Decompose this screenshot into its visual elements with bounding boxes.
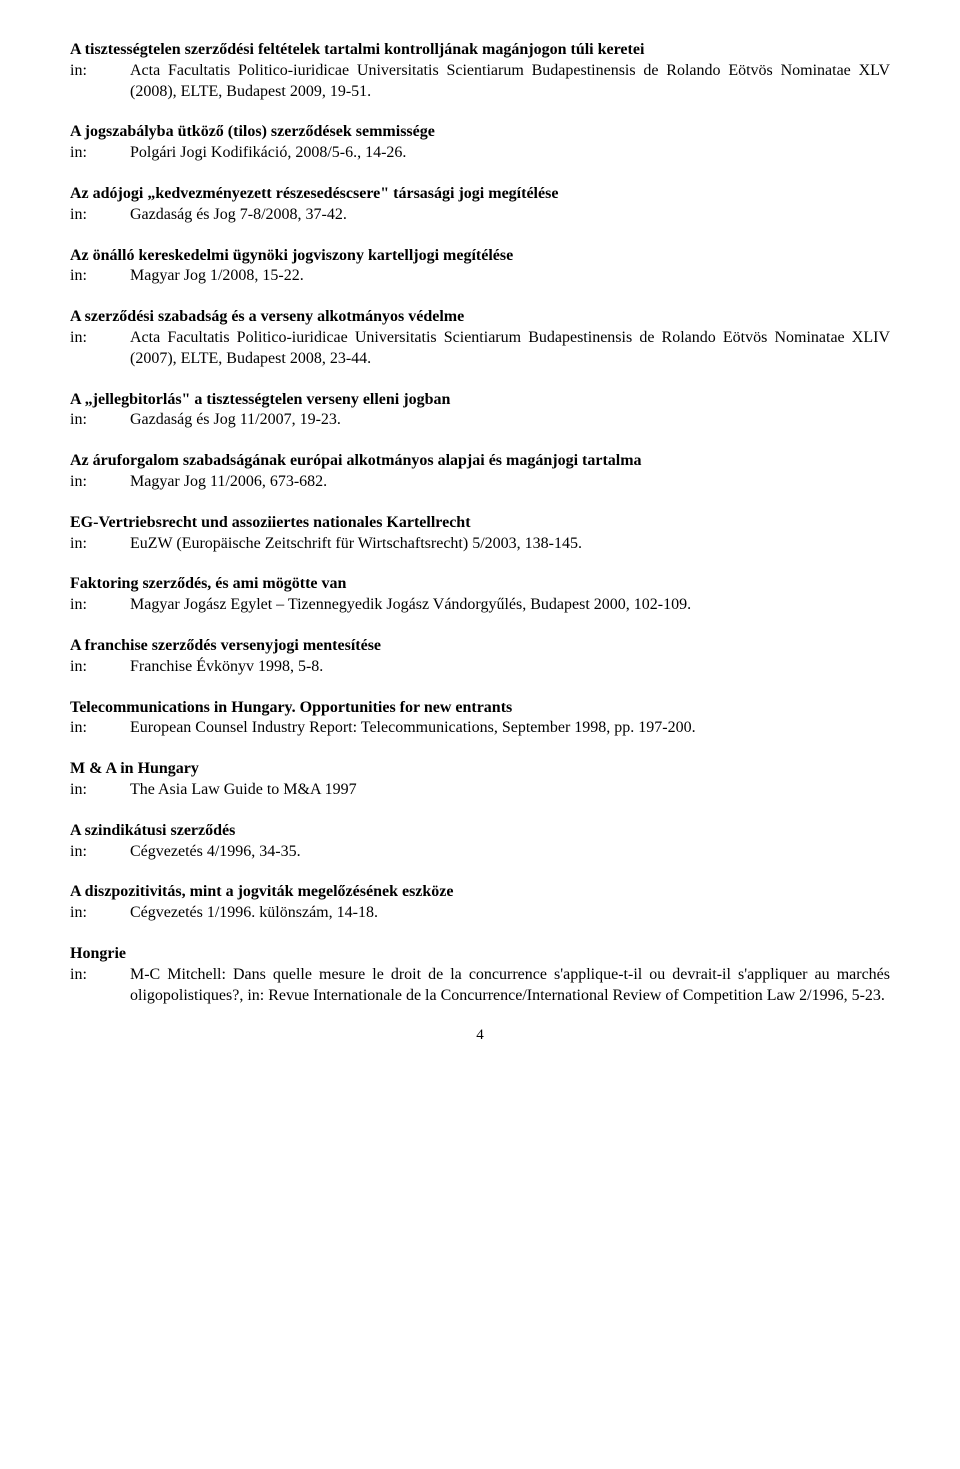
publication-title: Hongrie [70, 944, 890, 965]
in-label: in: [70, 143, 130, 164]
publication-source-row: in:Cégvezetés 4/1996, 34-35. [70, 842, 890, 863]
publication-title: A diszpozitivitás, mint a jogviták megel… [70, 882, 890, 903]
publication-source-text: Magyar Jogász Egylet – Tizennegyedik Jog… [130, 595, 890, 616]
publication-title: Az önálló kereskedelmi ügynöki jogviszon… [70, 246, 890, 267]
publication-entry: Az áruforgalom szabadságának európai alk… [70, 451, 890, 493]
in-label: in: [70, 472, 130, 493]
publication-source-row: in:European Counsel Industry Report: Tel… [70, 718, 890, 739]
publication-entry: Az önálló kereskedelmi ügynöki jogviszon… [70, 246, 890, 288]
in-label: in: [70, 780, 130, 801]
publication-source-text: Cégvezetés 4/1996, 34-35. [130, 842, 890, 863]
publication-source-row: in:Cégvezetés 1/1996. különszám, 14-18. [70, 903, 890, 924]
publication-title: A jogszabályba ütköző (tilos) szerződése… [70, 122, 890, 143]
publication-source-row: in:M-C Mitchell: Dans quelle mesure le d… [70, 965, 890, 1007]
publication-title: Faktoring szerződés, és ami mögötte van [70, 574, 890, 595]
publication-source-text: The Asia Law Guide to M&A 1997 [130, 780, 890, 801]
publication-source-row: in:Acta Facultatis Politico-iuridicae Un… [70, 328, 890, 370]
publication-source-row: in:The Asia Law Guide to M&A 1997 [70, 780, 890, 801]
publication-title: A tisztességtelen szerződési feltételek … [70, 40, 890, 61]
publication-source-row: in:Gazdaság és Jog 11/2007, 19-23. [70, 410, 890, 431]
publication-source-row: in:Franchise Évkönyv 1998, 5-8. [70, 657, 890, 678]
publication-entry: EG-Vertriebsrecht und assoziiertes natio… [70, 513, 890, 555]
publication-entry: A szindikátusi szerződésin:Cégvezetés 4/… [70, 821, 890, 863]
publication-entry: A „jellegbitorlás" a tisztességtelen ver… [70, 390, 890, 432]
in-label: in: [70, 534, 130, 555]
publication-source-row: in:Magyar Jog 1/2008, 15-22. [70, 266, 890, 287]
publication-title: A „jellegbitorlás" a tisztességtelen ver… [70, 390, 890, 411]
publication-source-text: Gazdaság és Jog 11/2007, 19-23. [130, 410, 890, 431]
publication-entry: A jogszabályba ütköző (tilos) szerződése… [70, 122, 890, 164]
publication-source-text: Magyar Jog 1/2008, 15-22. [130, 266, 890, 287]
publication-source-text: European Counsel Industry Report: Teleco… [130, 718, 890, 739]
publication-entry: M & A in Hungaryin:The Asia Law Guide to… [70, 759, 890, 801]
publication-source-text: Cégvezetés 1/1996. különszám, 14-18. [130, 903, 890, 924]
in-label: in: [70, 965, 130, 1007]
page-number: 4 [70, 1026, 890, 1046]
publication-entry: Faktoring szerződés, és ami mögötte vani… [70, 574, 890, 616]
publication-entry: A franchise szerződés versenyjogi mentes… [70, 636, 890, 678]
publication-title: EG-Vertriebsrecht und assoziiertes natio… [70, 513, 890, 534]
publications-list: A tisztességtelen szerződési feltételek … [70, 40, 890, 1006]
publication-title: M & A in Hungary [70, 759, 890, 780]
publication-source-row: in:Magyar Jog 11/2006, 673-682. [70, 472, 890, 493]
publication-source-text: Acta Facultatis Politico-iuridicae Unive… [130, 61, 890, 103]
in-label: in: [70, 595, 130, 616]
in-label: in: [70, 903, 130, 924]
publication-source-row: in:EuZW (Europäische Zeitschrift für Wir… [70, 534, 890, 555]
publication-entry: A tisztességtelen szerződési feltételek … [70, 40, 890, 102]
publication-entry: Az adójogi „kedvezményezett részesedéscs… [70, 184, 890, 226]
publication-source-row: in:Magyar Jogász Egylet – Tizennegyedik … [70, 595, 890, 616]
in-label: in: [70, 410, 130, 431]
publication-source-row: in:Gazdaság és Jog 7-8/2008, 37-42. [70, 205, 890, 226]
in-label: in: [70, 842, 130, 863]
publication-source-text: Acta Facultatis Politico-iuridicae Unive… [130, 328, 890, 370]
publication-source-row: in:Acta Facultatis Politico-iuridicae Un… [70, 61, 890, 103]
in-label: in: [70, 61, 130, 103]
publication-source-text: Magyar Jog 11/2006, 673-682. [130, 472, 890, 493]
publication-source-text: Gazdaság és Jog 7-8/2008, 37-42. [130, 205, 890, 226]
publication-title: Az adójogi „kedvezményezett részesedéscs… [70, 184, 890, 205]
publication-entry: A szerződési szabadság és a verseny alko… [70, 307, 890, 369]
in-label: in: [70, 205, 130, 226]
publication-entry: Hongriein:M-C Mitchell: Dans quelle mesu… [70, 944, 890, 1006]
publication-title: A szerződési szabadság és a verseny alko… [70, 307, 890, 328]
publication-source-row: in:Polgári Jogi Kodifikáció, 2008/5-6., … [70, 143, 890, 164]
in-label: in: [70, 266, 130, 287]
in-label: in: [70, 328, 130, 370]
publication-entry: A diszpozitivitás, mint a jogviták megel… [70, 882, 890, 924]
publication-source-text: M-C Mitchell: Dans quelle mesure le droi… [130, 965, 890, 1007]
publication-entry: Telecommunications in Hungary. Opportuni… [70, 698, 890, 740]
publication-source-text: Polgári Jogi Kodifikáció, 2008/5-6., 14-… [130, 143, 890, 164]
publication-source-text: Franchise Évkönyv 1998, 5-8. [130, 657, 890, 678]
publication-title: Az áruforgalom szabadságának európai alk… [70, 451, 890, 472]
in-label: in: [70, 718, 130, 739]
in-label: in: [70, 657, 130, 678]
publication-title: A szindikátusi szerződés [70, 821, 890, 842]
publication-title: A franchise szerződés versenyjogi mentes… [70, 636, 890, 657]
publication-source-text: EuZW (Europäische Zeitschrift für Wirtsc… [130, 534, 890, 555]
publication-title: Telecommunications in Hungary. Opportuni… [70, 698, 890, 719]
